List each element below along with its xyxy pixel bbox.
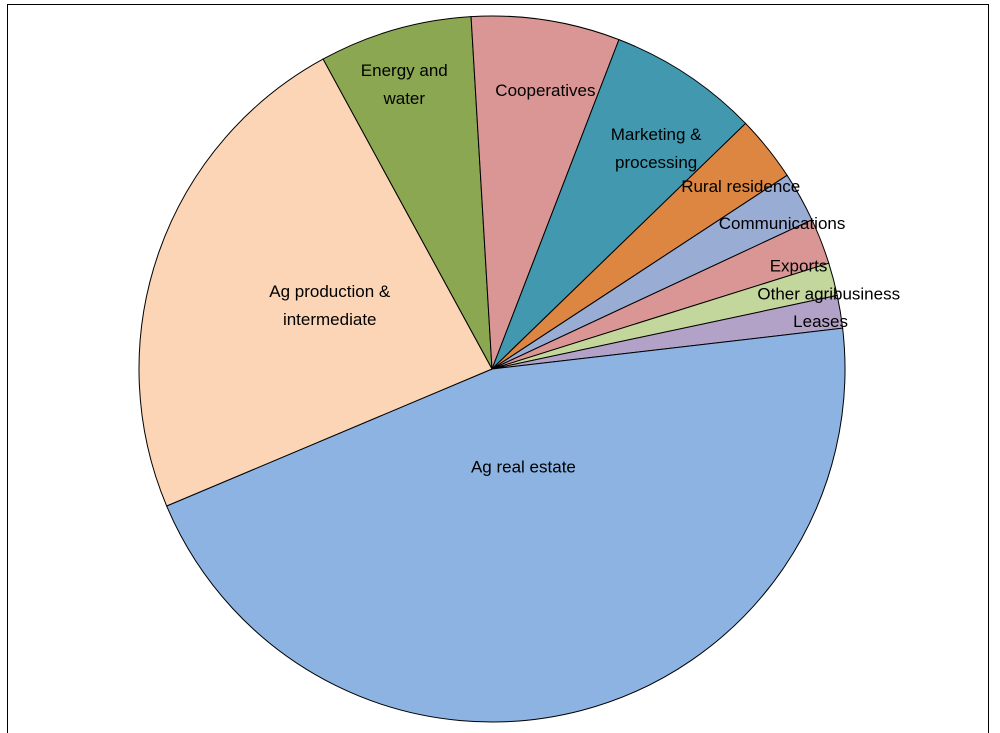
slice-label-rural-residence: Rural residence [681,177,800,196]
slice-label-cooperatives: Cooperatives [495,81,595,100]
slice-label-ag-real-estate: Ag real estate [471,457,576,476]
slice-label-ag-production-and-intermediate: Ag production & intermediate [269,282,391,329]
slice-label-other-agribusiness: Other agribusiness [757,285,900,304]
pie-slice-ag-real-estate [166,327,846,723]
slice-label-marketing-and-processing: Marketing & processing [611,125,702,172]
pie-slice-marketing-and-processing [491,38,747,370]
pie-slice-ag-production-and-intermediate [138,58,493,507]
slice-label-energy-and-water: Energy and water [361,61,448,108]
slice-label-leases: Leases [793,312,848,331]
slice-label-exports: Exports [770,257,828,276]
slice-label-communications: Communications [719,214,846,233]
pie-slice-energy-and-water [322,16,493,370]
pie-slice-cooperatives [470,15,620,370]
